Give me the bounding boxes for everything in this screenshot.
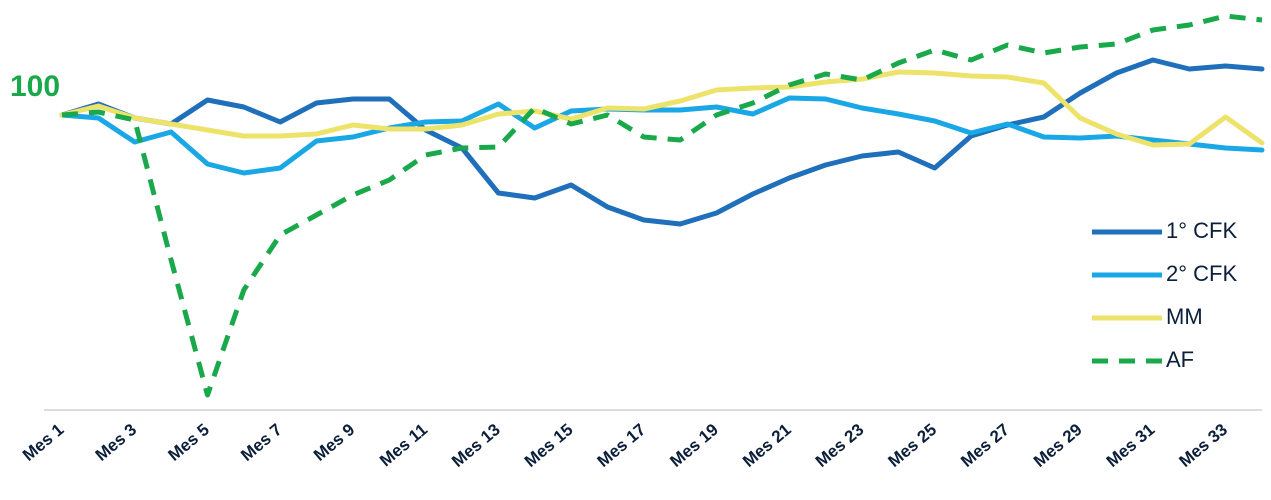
legend-label: AF	[1166, 347, 1194, 372]
annotation: 100	[10, 70, 60, 103]
x-tick-label: Mes 25	[885, 420, 941, 471]
x-tick-label: Mes 21	[739, 420, 795, 471]
legend-label: MM	[1166, 304, 1203, 329]
x-tick-label: Mes 13	[448, 420, 504, 471]
x-tick-label: Mes 33	[1175, 420, 1231, 471]
x-tick-label: Mes 11	[376, 420, 431, 470]
series-line	[61, 13, 1263, 398]
series-line	[59, 95, 1265, 176]
x-tick-label: Mes 27	[957, 420, 1013, 471]
x-tick-label: Mes 5	[164, 420, 212, 465]
series-line	[59, 57, 1265, 227]
x-tick-label: Mes 17	[594, 420, 650, 471]
x-tick-label: Mes 9	[310, 420, 358, 465]
legend-label: 2° CFK	[1166, 261, 1237, 286]
x-tick-label: Mes 19	[666, 420, 722, 471]
x-tick-label: Mes 1	[19, 420, 67, 465]
x-tick-label: Mes 3	[92, 420, 140, 465]
x-tick-label: Mes 29	[1030, 420, 1086, 471]
x-tick-label: Mes 31	[1103, 420, 1159, 471]
x-tick-label: Mes 23	[812, 420, 868, 471]
series-line	[59, 69, 1265, 148]
legend-label: 1° CFK	[1166, 218, 1237, 243]
x-tick-label: Mes 15	[521, 420, 577, 471]
x-tick-label: Mes 7	[237, 420, 285, 465]
